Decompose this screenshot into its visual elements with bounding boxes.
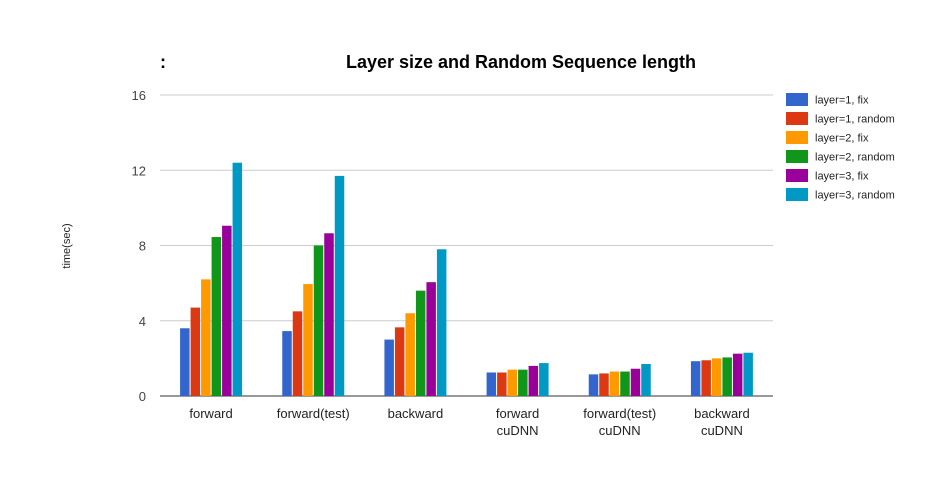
bar — [303, 284, 313, 396]
legend-swatch — [786, 93, 808, 106]
bar — [436, 249, 447, 396]
x-tick-label: cuDNN — [599, 423, 641, 438]
bars — [180, 162, 753, 396]
bar — [528, 365, 539, 396]
y-tick-label: 8 — [139, 239, 146, 254]
legend: layer=1, fix layer=1, random layer=2, fix l… — [786, 93, 895, 202]
bar — [722, 357, 732, 396]
bar — [507, 369, 518, 396]
bar — [384, 339, 394, 396]
legend-entry: layer=1, fix — [815, 95, 869, 107]
bar — [641, 364, 651, 396]
bar — [711, 358, 722, 396]
gridlines — [160, 94, 773, 397]
chart-title-prefix: : — [160, 52, 166, 72]
x-tick-label: forward(test) — [277, 406, 350, 421]
legend-entry: layer=2, fix — [815, 133, 869, 145]
legend-entry: layer=1, random — [815, 114, 895, 126]
bar — [324, 233, 334, 396]
x-tick-label: cuDNN — [497, 423, 539, 438]
legend-swatch — [786, 112, 808, 125]
x-tick-label: forward — [189, 406, 232, 421]
bar — [539, 363, 549, 396]
bar — [180, 328, 190, 396]
bar — [190, 307, 201, 396]
x-tick-label: backward — [388, 406, 444, 421]
chart-title: Layer size and Random Sequence length — [346, 52, 696, 72]
bar — [518, 369, 528, 396]
bar — [497, 372, 507, 396]
y-tick-label: 0 — [139, 389, 146, 404]
bar — [201, 279, 211, 396]
y-tick-label: 4 — [139, 314, 146, 329]
x-tick-label: forward — [496, 406, 539, 421]
legend-entry: layer=3, fix — [815, 171, 869, 183]
x-axis-categories: forward forward(test) backward forward cuDNN… — [189, 406, 749, 438]
legend-swatch — [786, 150, 808, 163]
bar — [394, 327, 405, 396]
legend-swatch — [786, 188, 808, 201]
x-tick-label: forward(test) — [583, 406, 656, 421]
bar — [732, 353, 743, 396]
legend-entry: layer=3, random — [815, 190, 895, 202]
bar — [701, 360, 711, 396]
legend-entry: layer=2, random — [815, 152, 895, 164]
bar — [405, 313, 415, 396]
bar — [630, 368, 641, 396]
bar — [232, 162, 243, 396]
bar — [690, 361, 701, 396]
bar — [486, 372, 497, 396]
x-tick-label: cuDNN — [701, 423, 743, 438]
y-axis-ticks: 0 4 8 12 16 — [132, 88, 146, 404]
legend-swatch — [786, 169, 808, 182]
bar — [313, 245, 324, 396]
y-tick-label: 16 — [132, 88, 146, 103]
legend-swatch — [786, 131, 808, 144]
bar — [620, 371, 630, 396]
bar — [282, 331, 292, 396]
y-tick-label: 12 — [132, 163, 146, 178]
bar — [743, 352, 753, 396]
bar — [292, 311, 303, 396]
bar — [211, 237, 222, 396]
bar — [588, 374, 599, 396]
bar — [415, 290, 426, 396]
bar — [599, 373, 609, 396]
bar — [222, 225, 232, 396]
x-tick-label: backward — [694, 406, 750, 421]
bar — [609, 371, 620, 396]
bar — [426, 282, 436, 396]
y-axis-label: time(sec) — [61, 223, 73, 268]
bar — [334, 175, 345, 396]
